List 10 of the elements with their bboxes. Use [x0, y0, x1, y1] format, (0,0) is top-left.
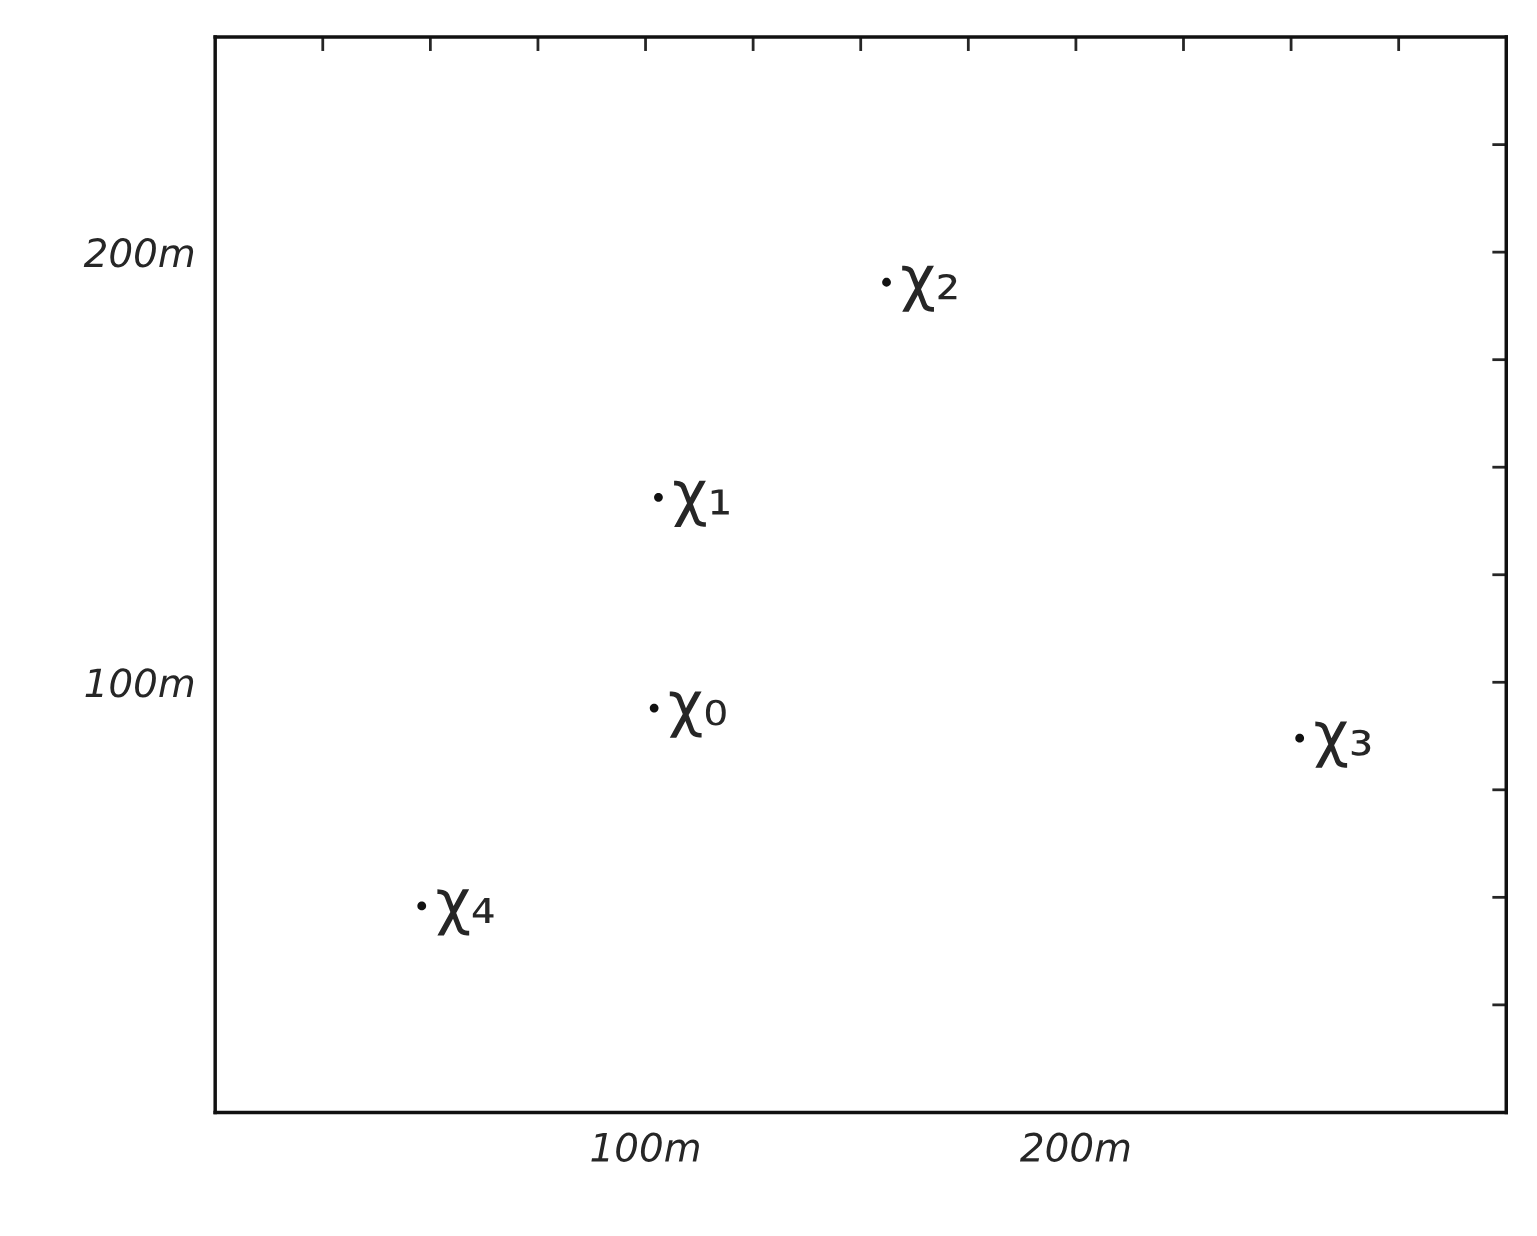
annotation: χ₃: [1315, 721, 1371, 768]
point: [417, 901, 427, 911]
point: [654, 492, 663, 502]
annotation: χ₁: [674, 480, 729, 527]
point: [1295, 733, 1305, 743]
point: [649, 703, 659, 713]
annotation: χ₀: [669, 691, 726, 738]
annotation: χ₄: [437, 889, 494, 936]
point: [882, 277, 891, 287]
annotation: χ₂: [902, 265, 957, 312]
